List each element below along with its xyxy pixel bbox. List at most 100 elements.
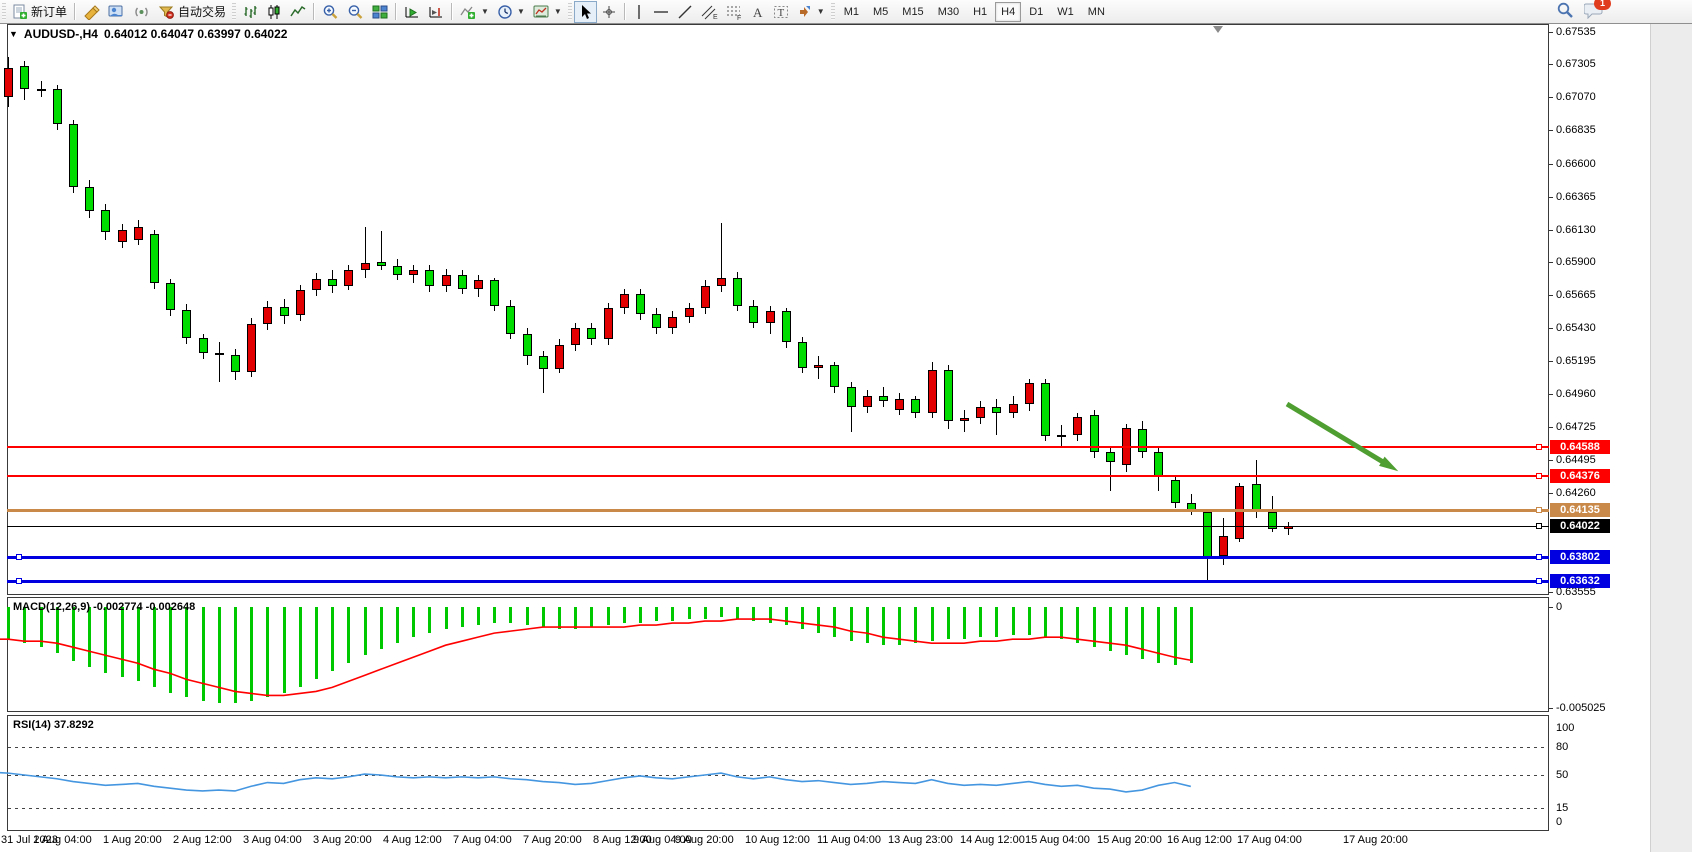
timeframe-D1[interactable]: D1 [1029, 5, 1044, 18]
candle-body [992, 406, 1002, 413]
macd-histogram-bar [363, 607, 367, 655]
line-handle[interactable] [1536, 578, 1542, 584]
line-handle[interactable] [16, 554, 22, 560]
cursor-icon [581, 4, 591, 19]
timeframe-group: M1 M5 M15 M30 H1 H4 D1 W1 MN [837, 1, 1112, 22]
toolbar-grip[interactable] [2, 3, 6, 20]
macd-histogram-bar [865, 607, 869, 643]
rsi-axis-label: 100 [1556, 722, 1575, 734]
toolbar-grip[interactable] [830, 3, 835, 20]
macd-histogram-bar [1108, 607, 1112, 651]
candlestick-chart-button[interactable] [262, 1, 286, 23]
toolbar-grip[interactable] [567, 3, 572, 20]
candle-wick [380, 231, 382, 271]
terminal-button[interactable] [104, 1, 129, 23]
timeframe-W1[interactable]: W1 [1057, 5, 1074, 18]
timeframe-M30[interactable]: M30 [937, 5, 960, 18]
macd-indicator-label: MACD(12,26,9) -0.002774 -0.002648 [13, 601, 196, 613]
shapes-tool-button[interactable]: ▼ [793, 1, 829, 23]
horizontal-line-tool-button[interactable] [649, 1, 673, 23]
macd-histogram-bar [1157, 607, 1161, 663]
horizontal-level-line[interactable] [7, 509, 1549, 512]
candle-body [214, 353, 224, 356]
macd-histogram-bar [801, 607, 804, 629]
text-tool-button[interactable]: A [747, 1, 769, 23]
horizontal-level-line[interactable] [7, 556, 1549, 559]
candle-body [1219, 536, 1229, 557]
time-axis-label: 8 Aug 12:00 [593, 834, 652, 846]
templates-button[interactable]: ▼ [529, 1, 566, 23]
line-chart-button[interactable] [286, 1, 310, 23]
macd-histogram-bar [606, 607, 610, 625]
line-handle[interactable] [1536, 507, 1542, 513]
crayon-tool-button[interactable] [79, 1, 104, 23]
signal-button[interactable] [129, 1, 154, 23]
timeframe-H4[interactable]: H4 [995, 1, 1022, 22]
horizontal-level-line[interactable] [7, 526, 1549, 527]
rsi-pane[interactable] [7, 715, 1549, 831]
macd-histogram-bar [703, 607, 707, 619]
timeframe-H1[interactable]: H1 [973, 5, 988, 18]
horizontal-level-line[interactable] [7, 580, 1549, 583]
new-order-icon [13, 4, 27, 19]
line-handle[interactable] [1536, 554, 1542, 560]
periods-button[interactable]: ▼ [493, 1, 529, 23]
toolbar-grip[interactable] [232, 3, 237, 20]
auto-scroll-button[interactable] [400, 1, 424, 23]
line-handle[interactable] [1536, 444, 1542, 450]
price-level-badge: 0.64588 [1550, 440, 1610, 454]
chart-window[interactable]: ▼ AUDUSD-,H4 0.64012 0.64047 0.63997 0.6… [0, 24, 1650, 852]
timeframe-M5[interactable]: M5 [873, 5, 889, 18]
candle-body [198, 338, 208, 354]
bar-chart-button[interactable] [238, 1, 262, 23]
fibonacci-tool-button[interactable]: F [722, 1, 747, 23]
candle-body [571, 328, 581, 346]
candle-body [133, 226, 143, 240]
zoom-in-button[interactable] [318, 1, 343, 23]
text-label-tool-button[interactable]: T [769, 1, 793, 23]
macd-histogram-bar [250, 607, 254, 701]
timeframe-M15[interactable]: M15 [902, 5, 924, 18]
price-axis-tick-label: 0.64725 [1556, 421, 1596, 434]
trendline-tool-button[interactable] [673, 1, 697, 23]
horizontal-level-line[interactable] [7, 446, 1549, 448]
crosshair-tool-button[interactable] [597, 1, 621, 23]
templates-icon [533, 5, 549, 17]
symbol-dropdown-icon[interactable]: ▼ [9, 29, 18, 39]
candle-body [231, 354, 240, 372]
vertical-line-tool-button[interactable] [629, 1, 649, 23]
equidistant-channel-tool-button[interactable]: E [697, 1, 722, 23]
cursor-tool-button[interactable] [573, 0, 597, 23]
macd-pane[interactable] [7, 597, 1549, 712]
timeframe-MN[interactable]: MN [1087, 5, 1105, 18]
chart-shift-button[interactable] [424, 1, 448, 23]
price-axis-tick [1549, 361, 1553, 363]
line-handle[interactable] [1536, 473, 1542, 479]
search-button[interactable] [1556, 1, 1574, 19]
macd-histogram-bar [7, 607, 11, 639]
timeframe-M1[interactable]: M1 [843, 5, 859, 18]
rsi-grid-line [8, 808, 1548, 809]
macd-histogram-bar [995, 607, 999, 637]
tile-windows-button[interactable] [368, 1, 392, 23]
chat-button[interactable]: 1 [1584, 0, 1611, 19]
macd-axis-zero-label: 0 [1556, 601, 1563, 613]
auto-trading-icon [158, 6, 174, 19]
macd-histogram-bar [849, 607, 853, 641]
new-order-button[interactable]: 新订单 [8, 1, 71, 23]
indicators-button[interactable]: ▼ [456, 1, 493, 23]
macd-histogram-bar [898, 607, 902, 645]
candle-body [474, 280, 483, 289]
line-handle[interactable] [1536, 523, 1542, 529]
line-handle[interactable] [16, 578, 22, 584]
chart-shift-marker[interactable] [1213, 26, 1223, 33]
auto-trading-button[interactable]: 自动交易 [154, 1, 230, 23]
macd-histogram-bar [736, 607, 740, 619]
zoom-out-button[interactable] [343, 1, 368, 23]
macd-histogram-bar [72, 607, 75, 661]
time-axis-label: 15 Aug 20:00 [1097, 834, 1162, 846]
svg-text:E: E [713, 14, 718, 20]
horizontal-level-line[interactable] [7, 475, 1549, 477]
candle-body [619, 294, 629, 309]
crosshair-icon [602, 5, 615, 18]
